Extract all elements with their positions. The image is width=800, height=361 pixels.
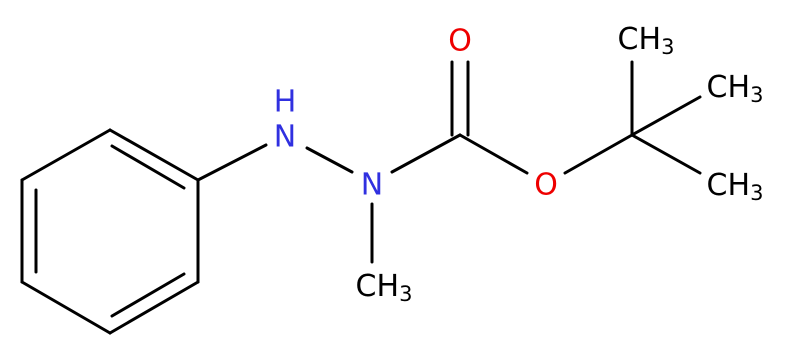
subscript: 3 <box>661 35 674 59</box>
atom-label: N <box>274 120 296 155</box>
atom-label: CH <box>707 70 751 105</box>
atom-label: CH <box>707 168 751 203</box>
atom-label: O <box>448 24 472 59</box>
subscript: 3 <box>399 282 412 306</box>
subscript: 3 <box>750 181 763 205</box>
atom-label: CH <box>356 269 400 304</box>
atom-label: N <box>361 168 383 203</box>
bonds <box>20 60 702 335</box>
methyl-label: CH3 <box>707 70 764 108</box>
methyl-label: CH3 <box>618 22 675 60</box>
atom-label: H <box>274 85 297 120</box>
methyl-label: CH3 <box>356 269 413 307</box>
atom-label: O <box>534 168 558 203</box>
methyl-label: CH3 <box>707 168 764 206</box>
subscript: 3 <box>750 83 763 107</box>
atom-label: CH <box>618 22 662 57</box>
